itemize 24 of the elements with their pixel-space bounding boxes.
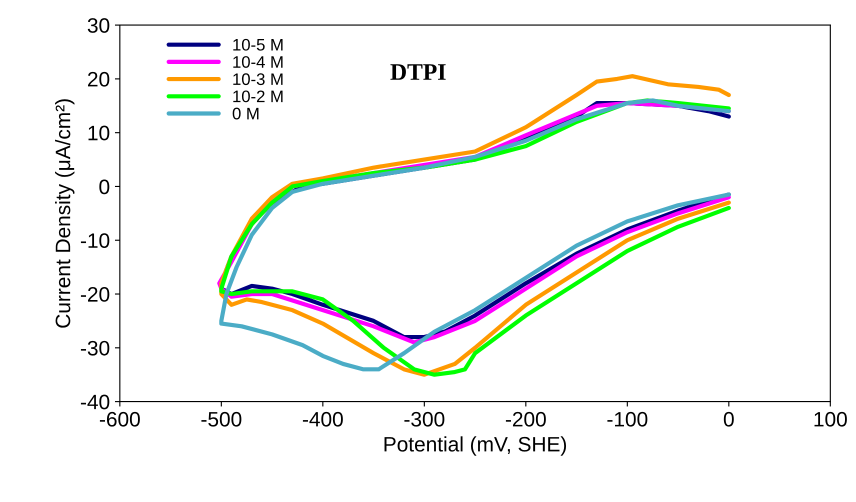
x-tick-label: -100 — [607, 412, 648, 427]
x-tick-label: 0 — [724, 412, 734, 427]
legend-label: 10-5 M — [233, 38, 283, 51]
legend-label: 0 M — [232, 108, 258, 120]
y-axis-title: Current Density (μA/cm²) — [55, 99, 74, 328]
text: DTPI — [390, 64, 446, 80]
x-tick-label: 100 — [814, 412, 847, 427]
x-tick-label: -600 — [100, 412, 140, 427]
y-tick-label: 30 — [88, 18, 110, 33]
legend-label: 10-3 M — [233, 73, 283, 86]
y-tick-label: -10 — [80, 233, 110, 248]
x-axis-title: Potential (mV, SHE) — [384, 436, 566, 456]
y-tick-label: 20 — [88, 72, 110, 87]
y-tick-label: -30 — [80, 340, 110, 356]
x-tick-label: -300 — [404, 412, 444, 427]
y-tick-label: -20 — [80, 287, 110, 302]
y-tick-label: 0 — [99, 179, 110, 194]
x-tick-label: -200 — [506, 412, 546, 427]
x-tick-label: -500 — [201, 412, 242, 427]
x-tick-label: -400 — [302, 412, 343, 427]
legend-label: 10-4 M — [233, 56, 283, 68]
legend-label: 10-2 M — [233, 90, 283, 102]
y-tick-label: -40 — [80, 394, 110, 410]
y-tick-label: 10 — [88, 126, 110, 140]
